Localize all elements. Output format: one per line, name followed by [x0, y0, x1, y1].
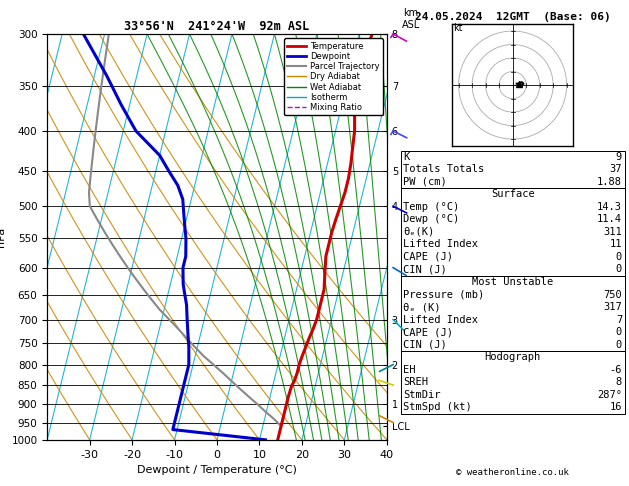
- Text: Surface: Surface: [491, 189, 535, 199]
- Text: -6: -6: [610, 365, 622, 375]
- Text: 0: 0: [616, 252, 622, 262]
- Text: Lifted Index: Lifted Index: [403, 314, 478, 325]
- Text: CAPE (J): CAPE (J): [403, 252, 453, 262]
- Text: CIN (J): CIN (J): [403, 340, 447, 350]
- Text: 1.88: 1.88: [597, 177, 622, 187]
- Text: K: K: [403, 152, 409, 162]
- Text: 8: 8: [616, 377, 622, 387]
- Text: 9: 9: [616, 152, 622, 162]
- Text: 0: 0: [616, 327, 622, 337]
- X-axis label: Dewpoint / Temperature (°C): Dewpoint / Temperature (°C): [137, 465, 297, 475]
- Text: SREH: SREH: [403, 377, 428, 387]
- Text: Dewp (°C): Dewp (°C): [403, 214, 459, 225]
- Text: 317: 317: [603, 302, 622, 312]
- Text: 0: 0: [616, 264, 622, 275]
- Text: Pressure (mb): Pressure (mb): [403, 290, 484, 299]
- Text: kt: kt: [454, 23, 463, 33]
- Text: km
ASL: km ASL: [401, 8, 420, 30]
- Text: 7: 7: [616, 314, 622, 325]
- Text: θₑ (K): θₑ (K): [403, 302, 441, 312]
- Text: θₑ(K): θₑ(K): [403, 227, 435, 237]
- Text: 11: 11: [610, 240, 622, 249]
- Text: © weatheronline.co.uk: © weatheronline.co.uk: [456, 468, 569, 477]
- Text: 750: 750: [603, 290, 622, 299]
- Text: 11.4: 11.4: [597, 214, 622, 225]
- Text: Temp (°C): Temp (°C): [403, 202, 459, 212]
- Text: Hodograph: Hodograph: [484, 352, 541, 362]
- Text: Lifted Index: Lifted Index: [403, 240, 478, 249]
- Text: PW (cm): PW (cm): [403, 177, 447, 187]
- Text: 37: 37: [610, 164, 622, 174]
- Legend: Temperature, Dewpoint, Parcel Trajectory, Dry Adiabat, Wet Adiabat, Isotherm, Mi: Temperature, Dewpoint, Parcel Trajectory…: [284, 38, 382, 115]
- Text: 287°: 287°: [597, 390, 622, 400]
- Text: CIN (J): CIN (J): [403, 264, 447, 275]
- Text: EH: EH: [403, 365, 416, 375]
- Text: CAPE (J): CAPE (J): [403, 327, 453, 337]
- Text: 16: 16: [610, 402, 622, 413]
- Text: StmSpd (kt): StmSpd (kt): [403, 402, 472, 413]
- Text: 311: 311: [603, 227, 622, 237]
- Text: 0: 0: [616, 340, 622, 350]
- Text: StmDir: StmDir: [403, 390, 441, 400]
- Text: Totals Totals: Totals Totals: [403, 164, 484, 174]
- Text: 24.05.2024  12GMT  (Base: 06): 24.05.2024 12GMT (Base: 06): [415, 12, 611, 22]
- Title: 33°56'N  241°24'W  92m ASL: 33°56'N 241°24'W 92m ASL: [125, 20, 309, 33]
- Y-axis label: hPa: hPa: [0, 227, 6, 247]
- Text: 14.3: 14.3: [597, 202, 622, 212]
- Text: Most Unstable: Most Unstable: [472, 277, 554, 287]
